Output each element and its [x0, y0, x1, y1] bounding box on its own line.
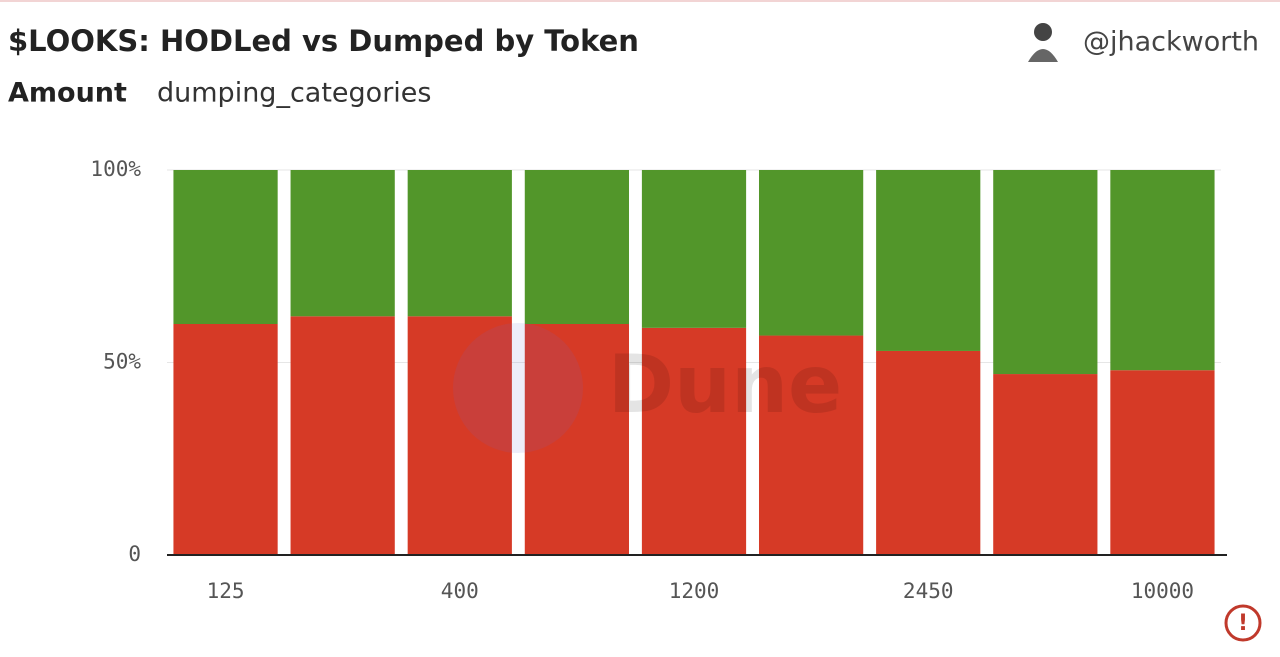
x-tick-label: 2450: [903, 579, 954, 603]
x-tick-label: 400: [441, 579, 479, 603]
x-tick-label: 10000: [1131, 579, 1194, 603]
svg-text:!: !: [1238, 611, 1248, 636]
author[interactable]: @jhackworth: [1083, 27, 1259, 58]
bar-segment: [641, 170, 747, 328]
bar-segment: [173, 170, 278, 324]
bar-segment: [876, 170, 981, 351]
bar-segment: [407, 316, 512, 555]
bar-segment: [173, 324, 278, 555]
chart-subtitle: Amount: [8, 78, 127, 109]
bar-segment: [1110, 370, 1215, 555]
bar-segment: [290, 170, 395, 317]
watermark-logo: [453, 323, 583, 453]
chart-title: $LOOKS: HODLed vs Dumped by Token: [8, 24, 639, 58]
author-avatar: [1028, 23, 1058, 62]
watermark: Dune: [608, 338, 843, 431]
bar-segment: [993, 374, 1098, 555]
x-tick-label: 1200: [669, 579, 720, 603]
warning-icon[interactable]: !: [1224, 604, 1262, 642]
x-tick-label: 125: [207, 579, 245, 603]
y-tick-label: 50%: [103, 350, 141, 374]
bar-segment: [993, 170, 1098, 375]
bar-segment: [758, 170, 864, 336]
bar-segment: [524, 324, 630, 555]
y-tick-label: 100%: [90, 157, 141, 181]
bar-segment: [524, 170, 630, 324]
group-label: dumping_categories: [157, 78, 431, 109]
bar-segment: [876, 350, 981, 555]
y-tick-label: 0: [128, 542, 141, 566]
bar-segment: [1110, 170, 1215, 371]
bar-segment: [758, 335, 864, 555]
bar-segment: [290, 316, 395, 555]
bar-segment: [641, 327, 747, 555]
bar-segment: [407, 170, 512, 317]
